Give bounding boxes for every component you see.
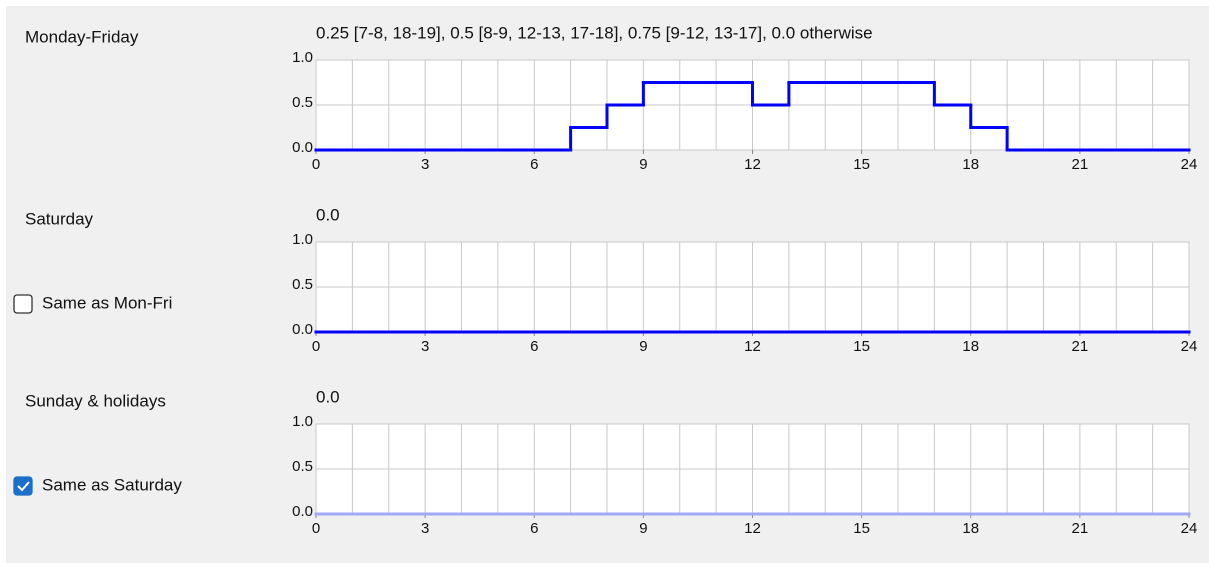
- y-tick-label: 1.0: [292, 231, 313, 248]
- x-tick-label: 3: [421, 338, 429, 355]
- x-tick-label: 18: [962, 156, 979, 173]
- x-tick-label: 24: [1181, 156, 1198, 173]
- x-tick-label: 0: [312, 520, 320, 537]
- x-tick-label: 18: [962, 520, 979, 537]
- y-tick-label: 1.0: [292, 413, 313, 430]
- x-tick-label: 0: [312, 338, 320, 355]
- x-tick-label: 9: [639, 520, 647, 537]
- y-tick-label: 0.0: [292, 139, 313, 156]
- y-tick-label: 0.5: [292, 458, 313, 475]
- section-label: Monday-Friday: [25, 27, 139, 46]
- x-tick-label: 6: [530, 338, 538, 355]
- checkbox-label[interactable]: Same as Mon-Fri: [42, 293, 172, 312]
- x-tick-label: 12: [744, 338, 761, 355]
- y-tick-label: 0.5: [292, 94, 313, 111]
- x-tick-label: 21: [1072, 338, 1089, 355]
- y-tick-label: 1.0: [292, 49, 313, 66]
- x-tick-label: 9: [639, 338, 647, 355]
- schedule-summary: 0.0: [316, 387, 340, 406]
- schedule-summary: 0.0: [316, 205, 340, 224]
- section-label: Saturday: [25, 209, 94, 228]
- checkbox[interactable]: [13, 294, 33, 314]
- checkbox-label[interactable]: Same as Saturday: [42, 475, 182, 494]
- x-tick-label: 0: [312, 156, 320, 173]
- x-tick-label: 21: [1072, 156, 1089, 173]
- x-tick-label: 3: [421, 156, 429, 173]
- y-tick-label: 0.5: [292, 276, 313, 293]
- x-tick-label: 21: [1072, 520, 1089, 537]
- x-tick-label: 3: [421, 520, 429, 537]
- x-tick-label: 6: [530, 156, 538, 173]
- x-tick-label: 9: [639, 156, 647, 173]
- x-tick-label: 12: [744, 520, 761, 537]
- y-tick-label: 0.0: [292, 503, 313, 520]
- x-tick-label: 15: [853, 156, 870, 173]
- section-label: Sunday & holidays: [25, 391, 166, 410]
- checkbox[interactable]: [13, 476, 33, 496]
- x-tick-label: 24: [1181, 520, 1198, 537]
- x-tick-label: 15: [853, 520, 870, 537]
- x-tick-label: 18: [962, 338, 979, 355]
- y-tick-label: 0.0: [292, 321, 313, 338]
- x-tick-label: 6: [530, 520, 538, 537]
- checkmark: [17, 481, 30, 492]
- x-tick-label: 12: [744, 156, 761, 173]
- x-tick-label: 24: [1181, 338, 1198, 355]
- schedule-summary: 0.25 [7-8, 18-19], 0.5 [8-9, 12-13, 17-1…: [316, 23, 873, 42]
- x-tick-label: 15: [853, 338, 870, 355]
